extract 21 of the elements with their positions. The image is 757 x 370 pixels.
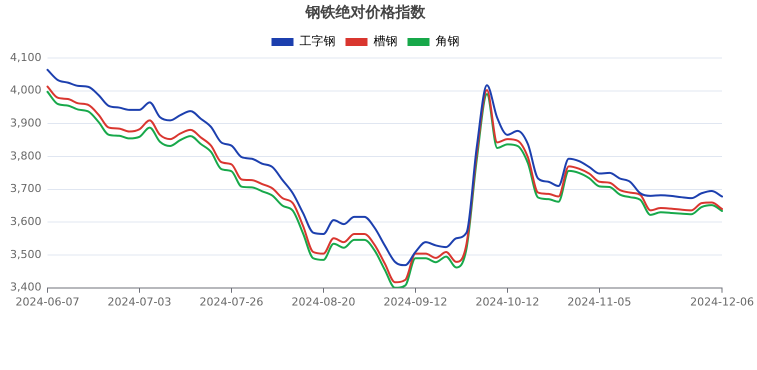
y-tick-label: 3,600	[10, 215, 42, 228]
x-tick-label: 2024-09-12	[383, 295, 448, 308]
x-tick-label: 2024-06-07	[16, 295, 80, 308]
y-tick-label: 3,900	[10, 116, 42, 130]
x-tick-label: 2024-12-06	[690, 295, 754, 308]
legend-label: 槽钢	[374, 34, 398, 48]
line-series	[46, 68, 724, 266]
y-tick-label: 4,100	[10, 50, 42, 64]
x-tick-label: 2024-08-20	[291, 295, 356, 308]
x-tick-label: 2024-11-05	[567, 295, 632, 308]
y-tick-label: 4,000	[10, 84, 42, 97]
x-tick-label: 2024-07-03	[108, 295, 172, 308]
y-tick-label: 3,700	[10, 182, 42, 196]
legend-label: 角钢	[436, 34, 460, 48]
x-tick-label: 2024-07-26	[199, 295, 264, 308]
y-tick-label: 3,800	[10, 149, 42, 162]
legend-label: 工字钢	[300, 34, 336, 48]
x-tick-label: 2024-10-12	[475, 295, 540, 308]
y-tick-label: 3,400	[10, 280, 42, 294]
chart-title: 钢铁绝对价格指数	[304, 2, 426, 21]
y-tick-label: 3,500	[10, 248, 42, 261]
